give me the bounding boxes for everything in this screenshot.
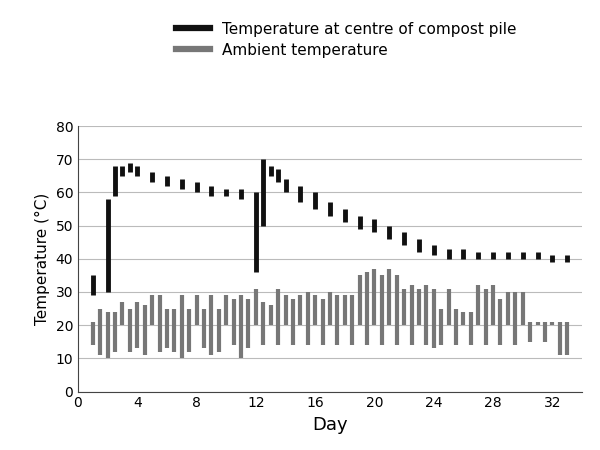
Y-axis label: Temperature (°C): Temperature (°C) bbox=[35, 193, 50, 325]
X-axis label: Day: Day bbox=[312, 416, 348, 434]
Legend: Temperature at centre of compost pile, Ambient temperature: Temperature at centre of compost pile, A… bbox=[176, 22, 517, 58]
